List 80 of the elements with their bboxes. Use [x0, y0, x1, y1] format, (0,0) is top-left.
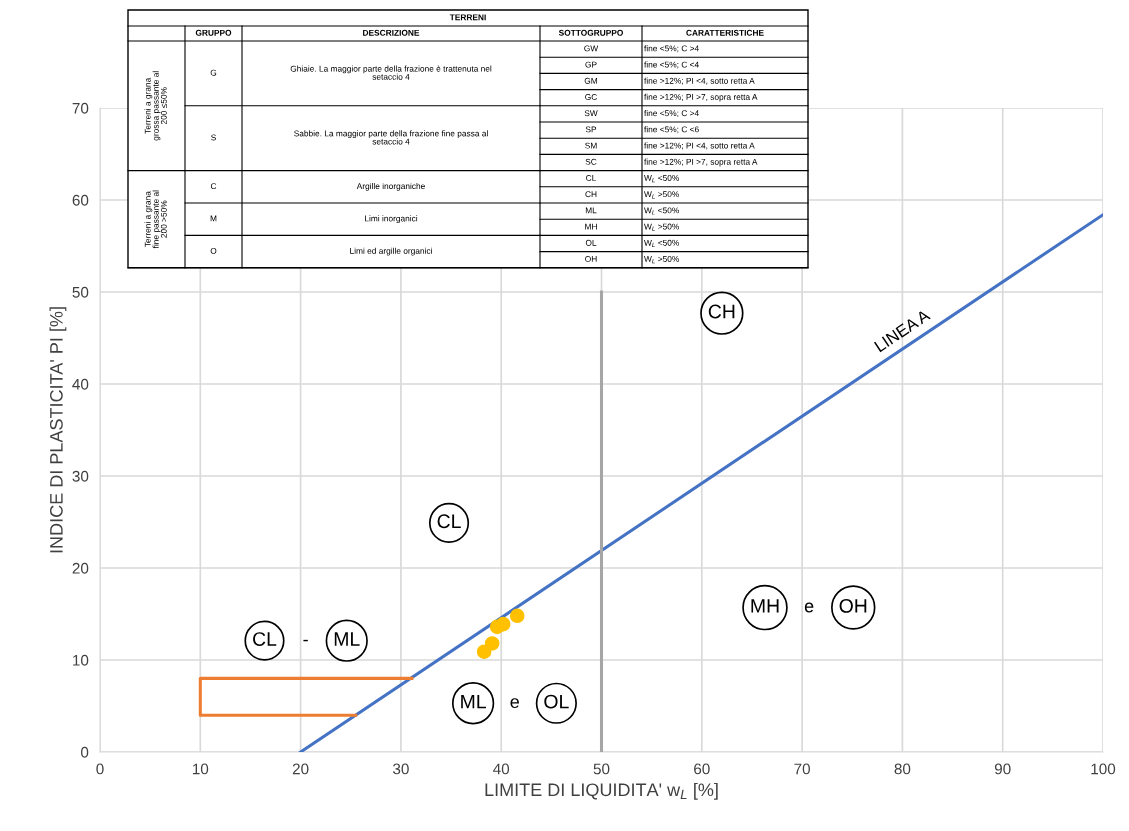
- text: SOTTOGRUPPO: [558, 29, 623, 36]
- annotation: CH: [708, 304, 735, 319]
- annotation: Terreni a grana fine passante al 200 >50%: [144, 190, 167, 249]
- x-tick-label: 10: [192, 763, 209, 775]
- text: CARATTERISTICHE: [686, 29, 764, 36]
- annotation: OL: [544, 694, 569, 709]
- annotation: C: [210, 183, 217, 190]
- annotation: fine >12%; PI >7, sopra retta A: [644, 158, 758, 167]
- point: [509, 608, 525, 624]
- y-tick-label: 60: [72, 194, 89, 206]
- annotation: W$_{L}$ <50%: [644, 239, 679, 248]
- text: Ghiaie. La maggior parte della frazione è trattenuta nel setaccio 4: [290, 65, 492, 80]
- annotation: W$_{L}$ >50%: [644, 256, 679, 264]
- text: fine >12%; PI <4, sotto retta A: [644, 77, 755, 85]
- annotation: ML: [334, 632, 360, 646]
- annotation: W$_{L}$ >50%: [644, 191, 679, 199]
- annotation: Sabbie. La maggior parte della frazione fine passa al setaccio 4: [294, 130, 488, 145]
- annotation: SC: [585, 158, 597, 165]
- annotation: Terreni a grana grossa passante al 200 ≤50%: [144, 71, 167, 141]
- annotation: MH: [751, 599, 779, 613]
- annotation: OH: [585, 256, 597, 262]
- annotation: OL: [585, 239, 597, 246]
- y-tick-label: 70: [72, 102, 89, 114]
- text: DESCRIZIONE: [363, 29, 420, 36]
- annotation: CL: [253, 632, 277, 646]
- annotation: e: [510, 698, 519, 709]
- text: TERRENI: [449, 14, 486, 21]
- text: GM: [584, 77, 598, 84]
- annotation: OH: [839, 599, 867, 613]
- annotation: e: [804, 602, 814, 613]
- x-tick-label: 80: [894, 763, 911, 775]
- x-axis-title: LIMITE DI LIQUIDITA' w$_{L}$ [%]: [485, 782, 718, 800]
- y-tick-label: 30: [72, 470, 89, 482]
- point: [495, 616, 511, 632]
- annotation: Limi inorganici: [365, 215, 418, 224]
- x-tick-label: 30: [392, 763, 409, 775]
- text: fine >12%; PI >7, sopra retta A: [644, 93, 758, 102]
- annotation: S: [211, 134, 216, 141]
- annotation: SP: [585, 126, 597, 133]
- y-tick-label: 20: [72, 562, 89, 574]
- annotation: -: [303, 639, 308, 642]
- annotation: W$_{L}$ >50%: [644, 223, 679, 231]
- annotation: fine <5%; C >4: [644, 110, 699, 118]
- annotation: fine >12%; PI <4, sotto retta A: [644, 142, 755, 150]
- x-tick-label: 0: [96, 763, 104, 775]
- text: GW: [584, 45, 599, 52]
- annotation: Limi ed argille organici: [350, 247, 432, 256]
- annotation: SM: [585, 142, 597, 149]
- annotation: CH: [585, 191, 597, 198]
- text: GP: [585, 61, 597, 68]
- annotation: ML: [585, 207, 597, 214]
- x-tick-label: 20: [292, 763, 309, 775]
- y-tick-label: 10: [73, 654, 89, 666]
- text: fine <5%; C >4: [644, 45, 699, 53]
- annotation: ML: [461, 694, 486, 709]
- x-tick-label: 90: [994, 763, 1011, 775]
- annotation: O: [210, 247, 217, 254]
- annotation: Argille inorganiche: [356, 182, 425, 191]
- annotation: SW: [584, 110, 598, 117]
- text: GRUPPO: [195, 29, 232, 36]
- annotation: CL: [586, 175, 597, 181]
- annotation: CL: [437, 514, 461, 529]
- x-tick-label: 70: [794, 763, 810, 775]
- y-tick-label: 50: [72, 286, 89, 298]
- x-tick-label: 40: [493, 763, 510, 775]
- x-tick-label: 100: [1091, 763, 1116, 775]
- point: [484, 636, 500, 651]
- x-tick-label: 50: [593, 763, 610, 775]
- y-axis-title: INDICE DI PLASTICITA' PI [%]: [49, 307, 67, 553]
- annotation: W$_{L}$ <50%: [644, 175, 679, 183]
- y-tick-label: 0: [80, 746, 89, 758]
- annotation: MH: [585, 223, 597, 230]
- x-tick-label: 60: [694, 763, 710, 775]
- y-tick-label: 40: [72, 378, 89, 390]
- annotation: fine <5%; C <6: [644, 126, 699, 134]
- annotation: W$_{L}$ <50%: [644, 207, 679, 215]
- text: GC: [585, 94, 597, 100]
- text: G: [210, 69, 217, 76]
- annotation: M: [210, 215, 217, 222]
- text: fine <5%; C <4: [644, 61, 699, 69]
